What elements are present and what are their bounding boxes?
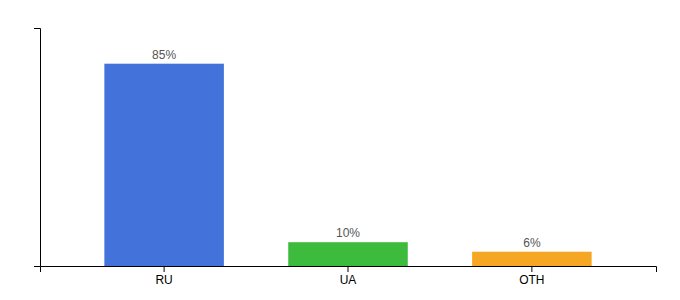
x-tick-label: RU [155,273,172,287]
plot-area: RU UA OTH 85% 10% 6% [34,29,657,287]
x-tick-mark [531,266,532,272]
data-label: 85% [152,48,176,62]
y-axis [34,29,41,267]
data-label: 10% [336,226,360,240]
x-tick-label: UA [340,273,357,287]
x-axis-line [41,267,657,273]
x-axis: RU UA OTH [41,266,657,287]
x-tick: RU [155,266,172,287]
data-labels: 85% 10% 6% [152,48,541,250]
bar [472,252,592,266]
bar [288,242,408,266]
bar [104,64,224,266]
y-axis-line [34,29,41,267]
chart-svg: RU UA OTH 85% 10% 6% [0,0,680,300]
bars [104,64,591,266]
x-tick-mark [164,266,165,272]
x-tick-mark [348,266,349,272]
x-tick-label: OTH [519,273,544,287]
data-label: 6% [523,236,541,250]
x-tick: UA [340,266,357,287]
chart-container: RU UA OTH 85% 10% 6% [0,0,680,300]
x-tick: OTH [519,266,544,287]
